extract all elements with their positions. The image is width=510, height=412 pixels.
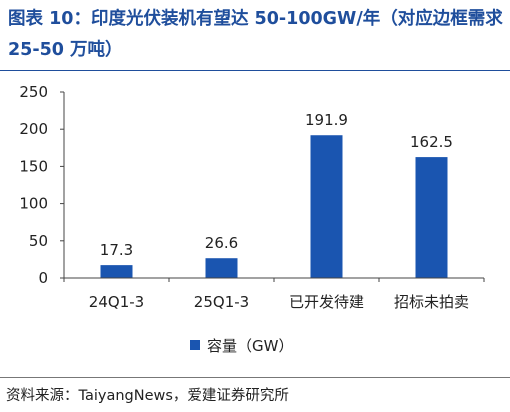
x-tick-label: 24Q1-3 <box>89 293 144 311</box>
y-tick-label: 0 <box>38 269 48 287</box>
y-tick-label: 200 <box>19 120 48 138</box>
bar <box>100 265 133 278</box>
x-tick-label: 招标未拍卖 <box>394 293 469 311</box>
legend-label: 容量（GW） <box>207 336 294 355</box>
source-note: 资料来源：TaiyangNews，爱建证券研究所 <box>6 388 289 404</box>
bar-chart: 0 50 100 150 200 250 17.3 26.6 191.9 162.5 24Q1-… <box>0 72 510 372</box>
title-divider <box>0 70 510 71</box>
legend: 容量（GW） <box>190 335 293 355</box>
y-tick-label: 250 <box>19 83 48 101</box>
data-label: 191.9 <box>305 111 348 129</box>
legend-swatch <box>190 340 200 350</box>
y-axis: 0 50 100 150 200 250 <box>19 83 65 287</box>
x-tick-label: 25Q1-3 <box>194 293 249 311</box>
y-tick-label: 150 <box>19 157 48 175</box>
data-label: 162.5 <box>410 133 453 151</box>
bar <box>310 135 343 278</box>
data-label: 26.6 <box>205 234 238 252</box>
bar <box>205 258 238 278</box>
figure-title: 图表 10：印度光伏装机有望达 50-100GW/年（对应边框需求 25-50 … <box>8 9 503 60</box>
x-tick-label: 已开发待建 <box>289 293 364 311</box>
bars: 17.3 26.6 191.9 162.5 <box>100 111 453 278</box>
y-tick-label: 50 <box>29 232 48 250</box>
chart-svg: 0 50 100 150 200 250 17.3 26.6 191.9 162.5 24Q1-… <box>19 83 485 311</box>
y-tick-label: 100 <box>19 195 48 213</box>
data-label: 17.3 <box>100 241 133 259</box>
x-axis: 24Q1-3 25Q1-3 已开发待建 招标未拍卖 <box>63 277 485 311</box>
source-divider <box>0 377 510 378</box>
bar <box>415 157 448 278</box>
